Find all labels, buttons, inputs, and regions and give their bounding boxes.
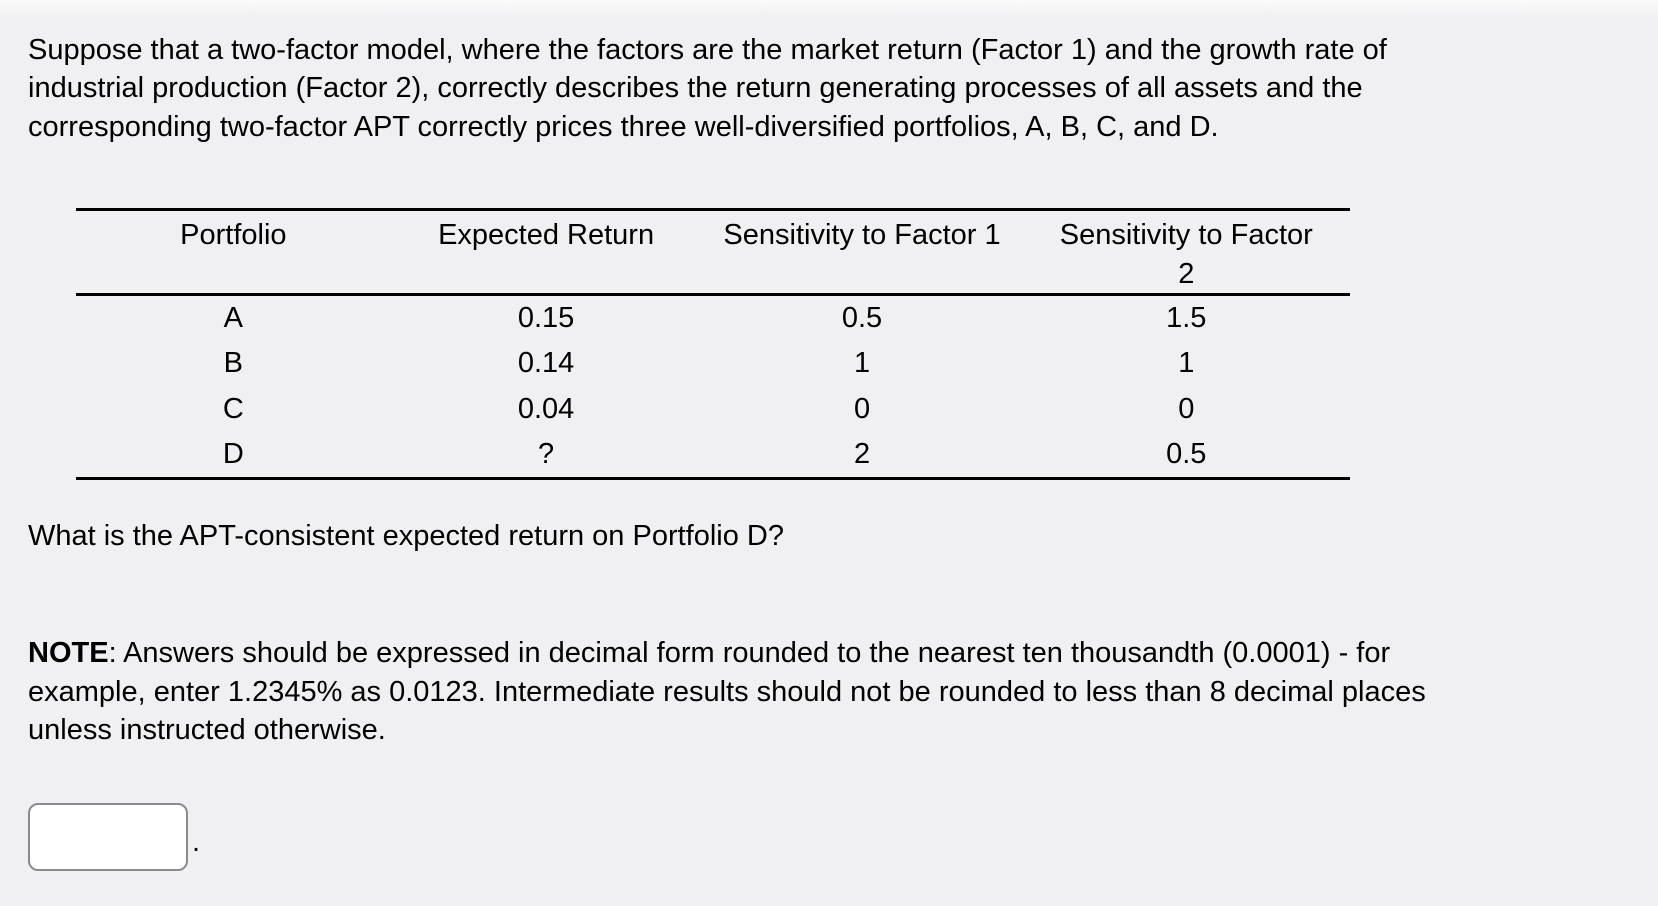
cell-sensitivity-factor-1: 1 — [853, 347, 871, 380]
question-page: Suppose that a two-factor model, where t… — [28, 34, 1630, 871]
cell-sensitivity-factor-2: 0 — [1178, 393, 1195, 426]
header-sensitivity-factor-1-label: Sensitivity to Factor 1 — [723, 219, 1001, 252]
question-prompt: What is the APT-consistent expected retu… — [28, 520, 784, 553]
header-expected-return-label: Expected Return — [438, 219, 655, 252]
header-portfolio-label: Portfolio — [180, 219, 287, 252]
cell-sensitivity-factor-1: 2 — [853, 438, 871, 471]
cell-expected-return: 0.04 — [517, 393, 575, 426]
note-body: : Answers should be expressed in decimal… — [28, 637, 1426, 747]
header-sensitivity-factor-2: Sensitivity to Factor 2 — [1023, 210, 1350, 295]
cell-expected-return: 0.15 — [517, 301, 575, 334]
cell-sensitivity-factor-1: 0.5 — [841, 301, 883, 334]
header-sensitivity-factor-1: Sensitivity to Factor 1 — [702, 210, 1023, 295]
cell-portfolio: C — [222, 393, 244, 426]
table-row: D ? 2 0.5 — [76, 433, 1350, 479]
header-portfolio: Portfolio — [76, 210, 391, 295]
note-text: NOTE: Answers should be expressed in dec… — [28, 555, 1630, 749]
cell-portfolio: D — [222, 438, 244, 471]
question-intro: Suppose that a two-factor model, where t… — [28, 34, 1387, 143]
portfolio-table-header: Portfolio Expected Return Sensitivity to… — [76, 210, 1350, 295]
table-row: C 0.04 0 0 — [76, 387, 1350, 433]
answer-period: . — [192, 825, 201, 858]
cell-portfolio: A — [223, 301, 243, 334]
answer-row: . — [28, 802, 1630, 871]
cell-expected-return: ? — [538, 438, 555, 471]
cell-sensitivity-factor-2: 1.5 — [1166, 301, 1207, 334]
cell-expected-return: 0.14 — [517, 347, 575, 380]
note-label: NOTE — [28, 637, 109, 670]
header-row: Portfolio Expected Return Sensitivity to… — [76, 210, 1350, 295]
cell-sensitivity-factor-2: 0.5 — [1166, 438, 1207, 471]
portfolio-table-body: A 0.15 0.5 1.5 B 0.14 1 1 C 0.04 0 0 D ?… — [76, 295, 1350, 479]
table-row: A 0.15 0.5 1.5 — [76, 295, 1350, 341]
answer-input[interactable] — [28, 802, 188, 871]
header-sensitivity-factor-2-label: Sensitivity to Factor 2 — [1059, 219, 1313, 290]
cell-sensitivity-factor-1: 0 — [853, 393, 871, 426]
table-row: B 0.14 1 1 — [76, 341, 1350, 387]
cell-sensitivity-factor-2: 1 — [1178, 347, 1195, 380]
portfolio-table: Portfolio Expected Return Sensitivity to… — [76, 208, 1350, 481]
header-expected-return: Expected Return — [391, 210, 702, 295]
cell-portfolio: B — [223, 347, 243, 380]
